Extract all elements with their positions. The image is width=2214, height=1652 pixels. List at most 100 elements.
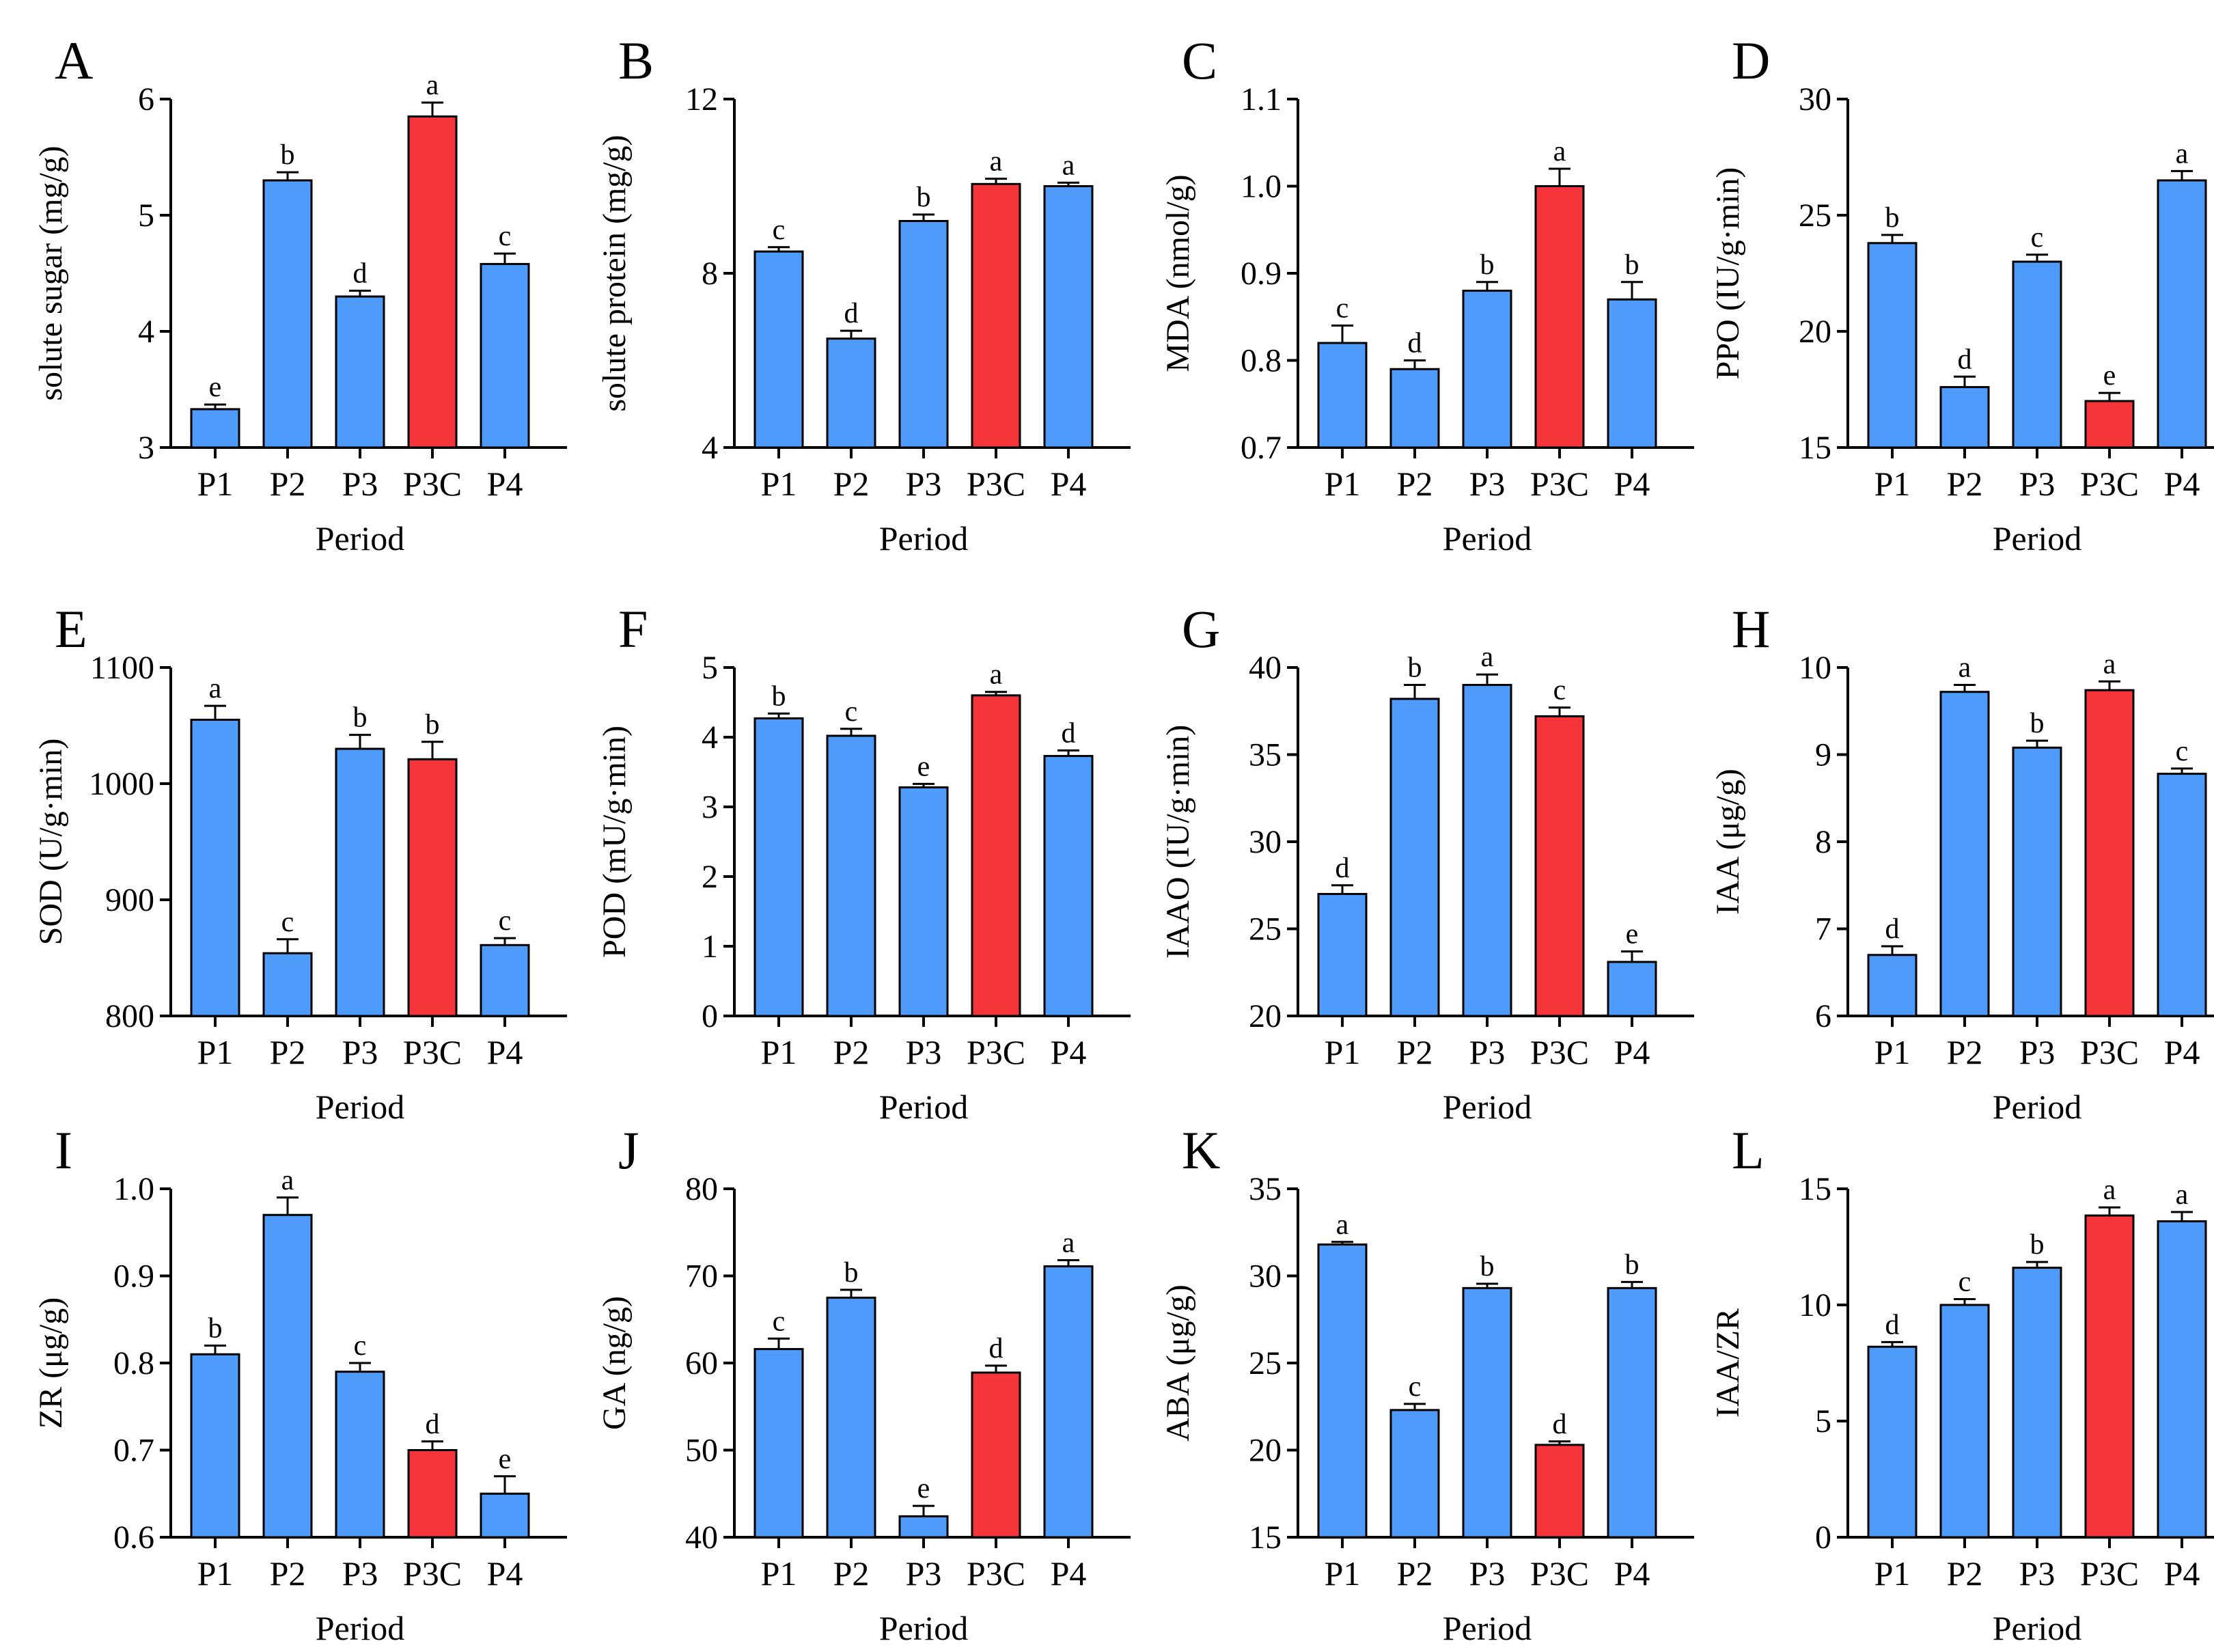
- panel-c: C 0.7 0.8 0.9 1.0 1.1 MDA (nmol/g) c P1 d P2 b P3 a P3…: [1160, 31, 1694, 557]
- significance-letter: b: [1625, 249, 1639, 281]
- y-tick-label: 800: [105, 998, 154, 1034]
- significance-letter: c: [499, 221, 512, 252]
- y-tick-label: 30: [1799, 81, 1831, 118]
- panel-letter-g: G: [1182, 599, 1220, 659]
- significance-letter: b: [208, 1313, 223, 1345]
- panel-j: J 40 50 60 70 80 GA (ng/g) c P1 b P2 e P3 d P3C a P4 Peri…: [596, 1120, 1131, 1647]
- bar-p1: [190, 719, 240, 1017]
- significance-letter: a: [2176, 1179, 2189, 1211]
- significance-letter: b: [1480, 1251, 1495, 1282]
- significance-letter: c: [1959, 1267, 1971, 1298]
- y-axis-label: GA (ng/g): [596, 1296, 633, 1430]
- significance-letter: a: [2176, 138, 2189, 169]
- bar-p3c: [407, 115, 458, 449]
- bar-p1: [1867, 1345, 1918, 1539]
- x-axis-label: Period: [1443, 1088, 1532, 1126]
- y-tick-label: 0.7: [113, 1433, 154, 1469]
- bar-p3: [2012, 260, 2062, 449]
- x-axis-label: Period: [1993, 519, 2082, 557]
- panel-letter-j: J: [618, 1120, 639, 1180]
- x-tick-label: P3: [2019, 1554, 2056, 1593]
- bar-p4: [480, 944, 530, 1017]
- panel-d: D 15 20 25 30 PPO (IU/g·min) b P1 d P2 c P3 e P3C a P4 P…: [1710, 31, 2214, 557]
- x-tick-label: P1: [1325, 465, 1361, 503]
- bar-p1: [190, 1353, 240, 1539]
- y-tick-label: 8: [1815, 824, 1831, 860]
- y-tick-label: 35: [1249, 1171, 1282, 1207]
- y-tick-label: 6: [1815, 998, 1831, 1034]
- bar-p3c: [2084, 1214, 2135, 1539]
- y-tick-label: 0: [702, 998, 718, 1034]
- x-axis-label: Period: [1993, 1609, 2082, 1647]
- x-axis-label: Period: [316, 1609, 405, 1647]
- significance-letter: a: [1336, 1209, 1349, 1241]
- bar-p3c: [1534, 185, 1585, 449]
- y-tick-label: 25: [1249, 911, 1282, 948]
- y-tick-label: 80: [685, 1171, 718, 1207]
- x-tick-label: P4: [487, 1033, 523, 1071]
- x-tick-label: P3C: [403, 1554, 462, 1593]
- significance-letter: a: [1062, 1228, 1075, 1259]
- bar-p3: [898, 1515, 949, 1539]
- significance-letter: e: [917, 751, 930, 782]
- significance-letter: c: [281, 907, 294, 938]
- x-tick-label: P1: [197, 465, 234, 503]
- bar-p2: [826, 338, 876, 449]
- bar-p4: [1043, 755, 1094, 1017]
- significance-letter: e: [209, 372, 222, 403]
- y-axis-label: IAAO (IU/g·min): [1160, 725, 1196, 959]
- significance-letter: d: [844, 298, 859, 329]
- significance-letter: a: [1062, 150, 1075, 181]
- y-tick-label: 70: [685, 1258, 718, 1295]
- significance-letter: c: [1553, 675, 1566, 706]
- x-tick-label: P1: [1874, 1554, 1911, 1593]
- y-tick-label: 10: [1799, 650, 1831, 686]
- significance-letter: c: [1409, 1371, 1422, 1403]
- y-tick-label: 3: [138, 430, 154, 466]
- y-axis-label: IAA/ZR: [1710, 1308, 1746, 1418]
- significance-letter: a: [2103, 648, 2116, 680]
- panel-a: A 3 4 5 6 solute sugar (mg/g) e P1 b P2 d P3 a P3C c P4…: [33, 31, 567, 557]
- y-tick-label: 10: [1799, 1287, 1831, 1323]
- significance-letter: d: [1062, 717, 1076, 749]
- bar-p4: [1043, 185, 1094, 449]
- y-tick-label: 15: [1799, 1171, 1831, 1207]
- significance-letter: c: [499, 905, 512, 937]
- y-tick-label: 3: [702, 789, 718, 825]
- panel-b: B 4 8 12 solute protein (mg/g) c P1 d P2 b P3 a P3C a…: [596, 31, 1131, 557]
- bar-p2: [1939, 691, 1990, 1017]
- x-tick-label: P4: [2164, 1554, 2200, 1593]
- x-tick-label: P3C: [1530, 1033, 1589, 1071]
- significance-letter: b: [844, 1257, 859, 1289]
- significance-letter: a: [1959, 652, 1971, 684]
- panel-letter-a: A: [55, 31, 93, 90]
- y-tick-label: 30: [1249, 824, 1282, 860]
- y-tick-label: 1100: [90, 650, 154, 686]
- bar-p3: [1462, 684, 1512, 1017]
- bar-p3c: [971, 694, 1021, 1017]
- y-tick-label: 8: [702, 256, 718, 292]
- bar-p1: [190, 408, 240, 449]
- significance-letter: d: [1885, 913, 1900, 945]
- y-tick-label: 60: [685, 1345, 718, 1381]
- significance-letter: b: [2030, 1229, 2045, 1261]
- x-axis-label: Period: [879, 1609, 969, 1647]
- panel-h: H 6 7 8 9 10 IAA (μg/g) d P1 a P2 b P3 a P3C c P4 Period: [1710, 599, 2214, 1126]
- x-tick-label: P2: [833, 1554, 870, 1593]
- bar-p3c: [1534, 1444, 1585, 1539]
- significance-letter: e: [1626, 919, 1639, 950]
- panel-letter-l: L: [1732, 1120, 1765, 1180]
- y-tick-label: 4: [138, 314, 154, 350]
- y-axis-label: ABA (μg/g): [1160, 1284, 1196, 1442]
- significance-letter: a: [1553, 136, 1566, 167]
- y-tick-label: 7: [1815, 911, 1831, 948]
- significance-letter: b: [281, 139, 295, 171]
- significance-letter: c: [1336, 293, 1349, 325]
- y-tick-label: 9: [1815, 737, 1831, 773]
- bar-p3c: [407, 758, 458, 1017]
- x-axis-label: Period: [879, 1088, 969, 1126]
- bar-p4: [1043, 1265, 1094, 1539]
- panel-i: I 0.6 0.7 0.8 0.9 1.0 ZR (μg/g) b P1 a P2 c P3 d P3C e P…: [33, 1120, 567, 1647]
- x-tick-label: P4: [1051, 1033, 1087, 1071]
